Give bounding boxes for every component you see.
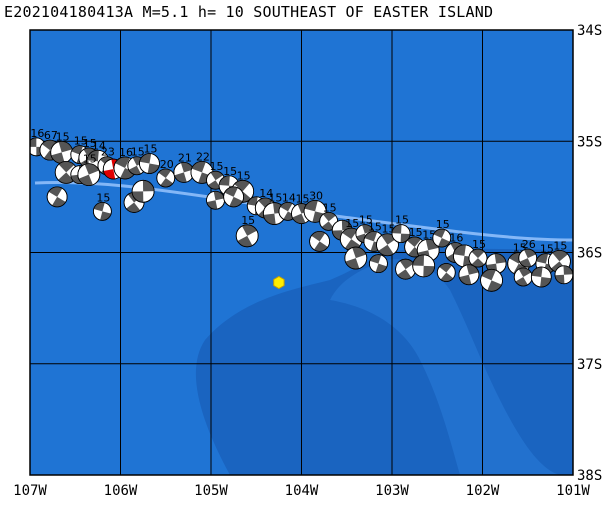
depth-label: 15 bbox=[241, 214, 255, 227]
depth-label: 14 bbox=[259, 187, 273, 200]
lat-tick-label: 35S bbox=[577, 134, 602, 150]
depth-label: 15 bbox=[210, 160, 224, 173]
beachball-icon bbox=[344, 246, 368, 270]
depth-label: 15 bbox=[553, 239, 567, 252]
depth-label: 15 bbox=[296, 193, 310, 206]
depth-label: 30 bbox=[309, 189, 323, 202]
depth-label: 21 bbox=[178, 151, 192, 164]
lat-tick-label: 36S bbox=[577, 246, 602, 262]
lon-tick-label: 104W bbox=[285, 483, 319, 499]
hexagon-epicenter-icon bbox=[273, 275, 285, 290]
beachball-icon bbox=[127, 156, 147, 176]
beachball-icon bbox=[369, 254, 388, 274]
depth-label: 67 bbox=[44, 129, 58, 142]
depth-label: 26 bbox=[522, 238, 536, 251]
beachball-icon bbox=[206, 170, 225, 190]
depth-label: 15 bbox=[345, 217, 359, 230]
beachball-icon bbox=[412, 254, 436, 278]
beachball-icon bbox=[391, 224, 411, 243]
lat-tick-label: 38S bbox=[577, 468, 602, 484]
lon-tick-label: 103W bbox=[375, 483, 409, 499]
beachball-icon bbox=[480, 268, 503, 292]
axis-labels: 107W 106W 105W 104W 103W 102W 101W 34S 35S 36S 37S… bbox=[13, 23, 602, 499]
beachball-icon bbox=[468, 248, 488, 268]
depth-label: 15 bbox=[323, 201, 337, 214]
beachball-icon bbox=[77, 163, 101, 187]
lon-tick-label: 102W bbox=[466, 483, 500, 499]
beachball-icon bbox=[139, 153, 160, 174]
depth-label: 15 bbox=[359, 214, 373, 227]
ridge-area bbox=[330, 259, 560, 475]
depth-label: 16 bbox=[30, 127, 44, 140]
beachball-icon bbox=[50, 140, 74, 164]
depth-label: 23 bbox=[101, 146, 115, 159]
beachball-icon bbox=[518, 248, 538, 268]
beachball-icon bbox=[235, 224, 259, 248]
map-title: E202104180413A M=5.1 h= 10 SOUTHEAST OF … bbox=[4, 3, 494, 21]
depth-label: 16 bbox=[449, 232, 463, 245]
depth-label: 15 bbox=[83, 137, 97, 150]
depth-label: 15 bbox=[223, 165, 237, 178]
lon-tick-label: 101W bbox=[556, 483, 590, 499]
beachball-icon bbox=[223, 186, 245, 208]
depth-label: 14 bbox=[92, 139, 106, 152]
depth-label: 15 bbox=[237, 169, 251, 182]
beachball-icon bbox=[395, 258, 416, 280]
depth-label: 15 bbox=[143, 143, 157, 156]
beachball-icon bbox=[46, 186, 68, 208]
lat-tick-label: 34S bbox=[577, 23, 602, 39]
lon-tick-label: 106W bbox=[104, 483, 138, 499]
depth-label: 16 bbox=[119, 146, 133, 159]
beachball-icon bbox=[432, 228, 452, 248]
lon-tick-label: 107W bbox=[13, 483, 47, 499]
depth-label: 15 bbox=[96, 191, 110, 204]
lat-tick-label: 37S bbox=[577, 357, 602, 373]
map-frame bbox=[29, 29, 574, 476]
beachball-icon bbox=[131, 179, 155, 203]
depth-label: 22 bbox=[196, 150, 210, 163]
beachball-icon bbox=[458, 264, 480, 286]
depth-label: 15 bbox=[368, 220, 382, 233]
depth-label: 15 bbox=[268, 192, 282, 205]
depth-label: 15 bbox=[56, 130, 70, 143]
beachball-icon bbox=[93, 201, 112, 221]
depth-label: 15 bbox=[131, 146, 145, 159]
lon-tick-label: 105W bbox=[194, 483, 228, 499]
beachball-icon bbox=[530, 266, 552, 288]
depth-label: 15 bbox=[395, 214, 409, 227]
beachball-icon bbox=[309, 230, 331, 252]
depth-label: 15 bbox=[540, 243, 554, 256]
beachball-icon bbox=[513, 267, 533, 287]
depth-label: 15 bbox=[83, 153, 97, 166]
depth-label: 15 bbox=[409, 226, 423, 239]
beachball-icon bbox=[156, 168, 176, 188]
depth-label: 15 bbox=[74, 135, 88, 148]
beachball-icon bbox=[206, 190, 225, 210]
beachball-icon bbox=[436, 263, 456, 282]
depth-label: 15 bbox=[472, 238, 486, 251]
depth-label: 14 bbox=[282, 191, 296, 204]
beachball-icon bbox=[554, 265, 573, 285]
depth-label: 20 bbox=[160, 158, 174, 171]
depth-label: 15 bbox=[436, 218, 450, 231]
